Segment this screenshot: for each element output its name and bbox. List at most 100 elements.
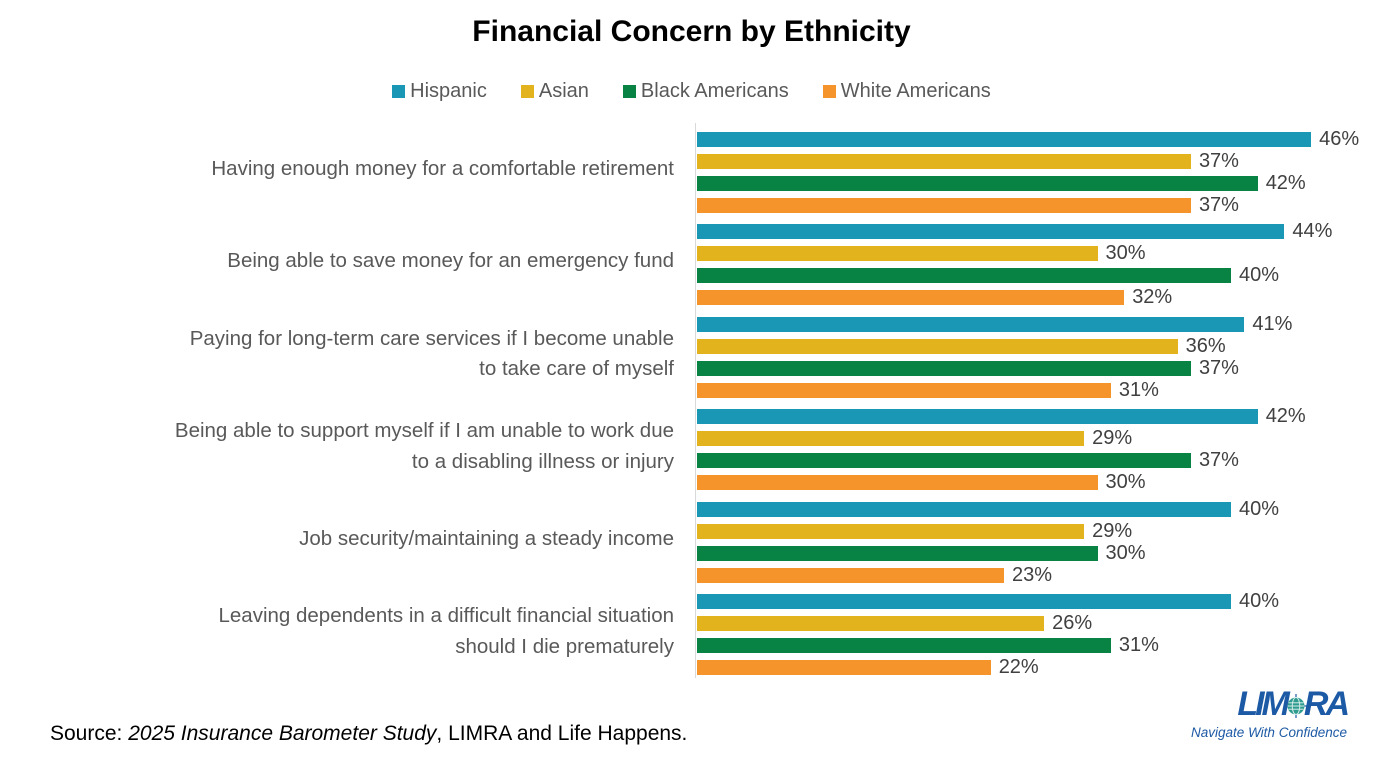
legend-label: Asian [538,80,589,102]
bar-row: 37% [697,150,1383,172]
bar-row: 29% [697,520,1383,542]
source-study: 2025 Insurance Barometer Study [128,722,437,745]
category-label: Job security/maintaining a steady income [299,526,674,550]
category-label: Paying for long-term care services if I … [189,326,674,381]
legend-marker [392,85,406,98]
bar-white-americans [697,475,1098,491]
bar-row: 42% [697,405,1383,428]
page-title: Financial Concern by Ethnicity [472,15,911,48]
plot-area: 41% 36% 37% 31% [695,308,1383,401]
bar-row: 40% [697,498,1383,520]
bar-row: 44% [697,220,1383,243]
value-label: 31% [1118,378,1159,401]
legend-marker [520,85,534,98]
plot-area: 46% 37% 42% 37% [695,123,1383,216]
value-label: 31% [1118,634,1159,657]
value-label: 22% [998,656,1039,679]
legend-item-asian: Asian [520,80,589,103]
bar-row: 30% [697,542,1383,564]
category-label: Having enough money for a comfortable re… [211,156,674,180]
value-label: 29% [1092,427,1133,450]
limra-logo: LIM RA Navigate With Confidence [1191,685,1350,741]
value-label: 37% [1198,193,1239,216]
legend: Hispanic Asian Black Americans White Americ… [0,80,1383,103]
value-label: 37% [1198,149,1239,172]
legend-label: Hispanic [410,80,487,102]
value-label: 42% [1265,171,1306,194]
chart-group: Paying for long-term care services if I … [28,308,1383,401]
bar-hispanic [697,316,1245,332]
bar-asian [697,431,1085,447]
bar-row: 37% [697,357,1383,379]
value-label: 32% [1132,286,1173,309]
bar-row: 30% [697,471,1383,494]
legend-item-white-americans: White Americans [822,80,991,103]
bar-row: 41% [697,313,1383,335]
bar-asian [697,616,1045,632]
legend-label: Black Americans [640,80,789,102]
source-suffix: , LIMRA and Life Happens. [436,722,688,745]
bar-white-americans [697,660,991,676]
value-label: 36% [1185,334,1226,357]
bar-black-americans [697,175,1258,191]
value-label: 40% [1239,590,1280,613]
bar-asian [697,246,1098,262]
bar-row: 29% [697,427,1383,450]
bar-black-americans [697,268,1231,284]
legend-item-hispanic: Hispanic [392,80,487,103]
bar-row: 40% [697,590,1383,613]
bar-white-americans [697,197,1191,213]
category-label: Leaving dependents in a difficult financ… [218,604,675,658]
bar-row: 32% [697,286,1383,309]
plot-area: 40% 29% 30% 23% [695,493,1383,586]
bar-white-americans [697,382,1111,398]
bar-hispanic [697,131,1312,147]
chart: Having enough money for a comfortable re… [28,123,1383,678]
source-note: Source: 2025 Insurance Barometer Study, … [50,722,687,746]
globe-icon [1283,694,1308,718]
value-label: 30% [1105,242,1146,265]
value-label: 23% [1012,563,1053,586]
value-label: 44% [1292,220,1333,243]
value-label: 42% [1265,405,1306,428]
bar-row: 31% [697,379,1383,401]
bar-row: 36% [697,335,1383,357]
bar-row: 42% [697,172,1383,194]
source-prefix: Source: [50,722,129,745]
chart-group: Being able to support myself if I am una… [28,400,1383,494]
bar-row: 31% [697,634,1383,657]
bar-black-americans [697,545,1098,561]
value-label: 37% [1198,356,1239,379]
bar-row: 30% [697,242,1383,265]
legend-label: White Americans [840,80,991,102]
chart-group: Job security/maintaining a steady income… [28,493,1383,586]
bar-black-americans [697,638,1111,654]
value-label: 26% [1052,612,1093,635]
chart-group: Leaving dependents in a difficult financ… [28,585,1383,679]
legend-marker [622,85,636,98]
bar-hispanic [697,409,1258,425]
value-label: 40% [1239,497,1280,520]
value-label: 30% [1105,541,1146,564]
legend-marker [822,85,836,98]
bar-row: 40% [697,264,1383,287]
limra-tagline: Navigate With Confidence [1191,725,1347,741]
value-label: 46% [1319,127,1360,150]
value-label: 37% [1198,449,1239,472]
plot-area: 40% 26% 31% 22% [695,585,1383,679]
chart-group: Having enough money for a comfortable re… [28,123,1383,216]
bar-hispanic [697,594,1231,610]
legend-item-black-americans: Black Americans [622,80,789,103]
chart-groups: Having enough money for a comfortable re… [28,123,1383,678]
bar-black-americans [697,453,1191,469]
limra-wordmark: LIM RA [1237,685,1350,723]
value-label: 40% [1239,264,1280,287]
bar-hispanic [697,224,1285,240]
bar-white-americans [697,567,1005,583]
value-label: 29% [1092,519,1133,542]
bar-black-americans [697,360,1191,376]
bar-asian [697,153,1191,169]
value-label: 30% [1105,471,1146,494]
category-label: Being able to save money for an emergenc… [227,249,674,273]
category-label: Being able to support myself if I am una… [174,419,674,473]
